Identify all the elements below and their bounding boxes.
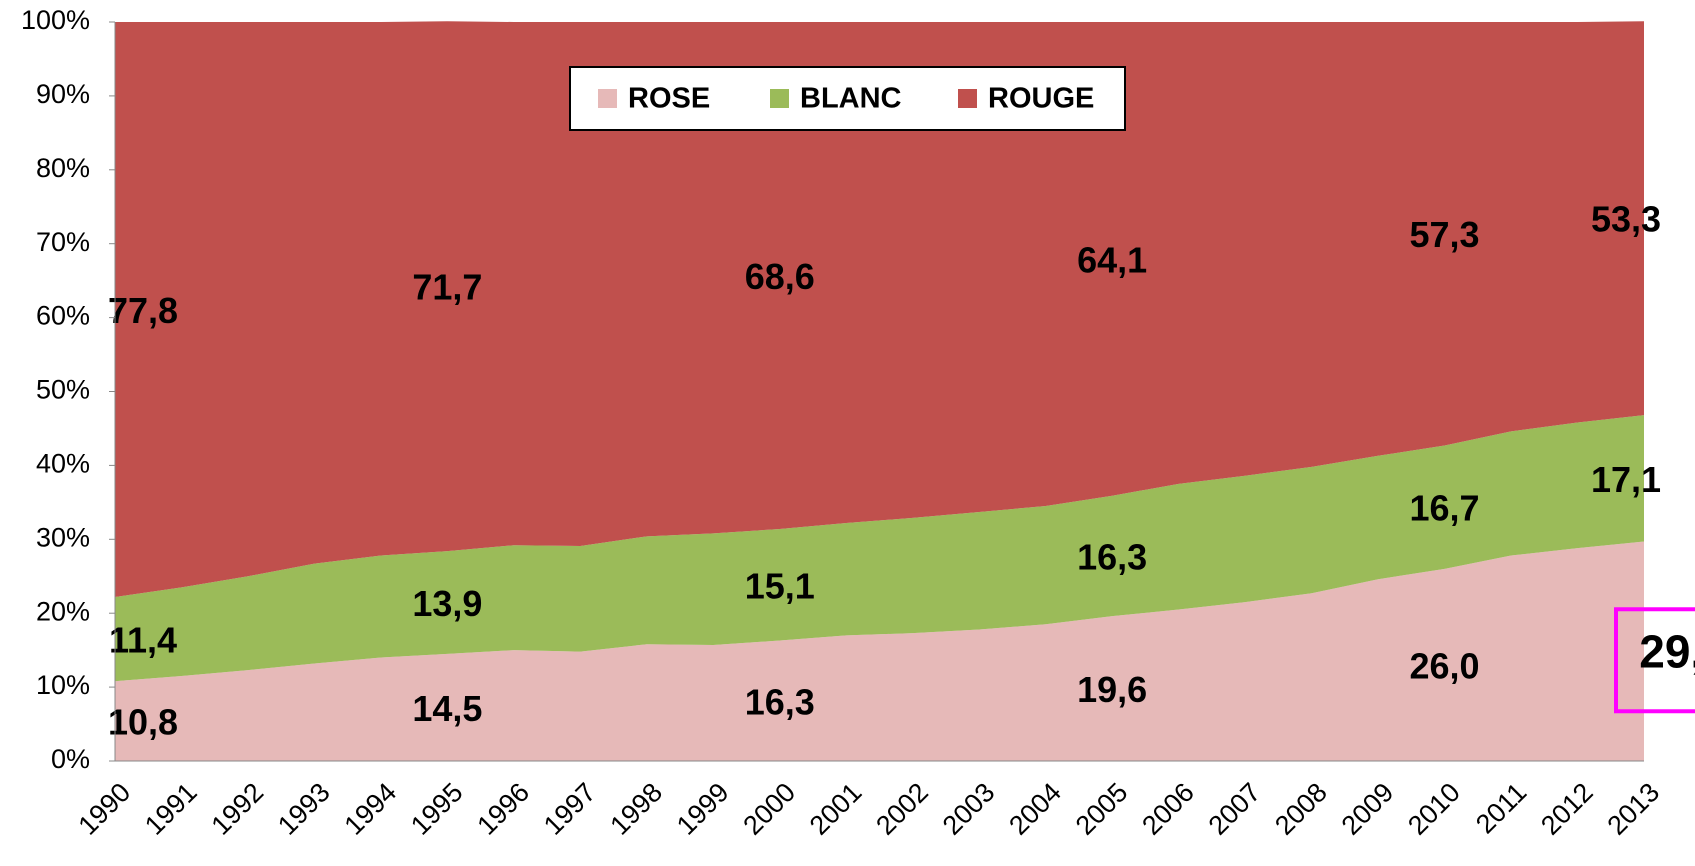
y-tick-label: 20%: [36, 596, 90, 626]
data-label: 16,3: [745, 681, 815, 722]
y-tick-label: 70%: [36, 227, 90, 257]
legend-label: ROUGE: [988, 83, 1094, 115]
y-tick-label: 100%: [21, 5, 90, 35]
x-tick-label: 2008: [1269, 777, 1333, 841]
data-label: 14,5: [412, 688, 482, 729]
x-tick-label: 2010: [1402, 777, 1466, 841]
areas: [115, 21, 1644, 761]
labels: 10,8 14,5 16,3 19,6 26,0 29,7 11,4 13,9 15,1 16,3…: [108, 199, 1695, 743]
x-tick-label: 1990: [73, 777, 137, 841]
y-tick-label: 30%: [36, 522, 90, 552]
y-tick-label: 40%: [36, 449, 90, 479]
data-label: 53,3: [1591, 199, 1661, 240]
x-tick-label: 2013: [1602, 777, 1666, 841]
area: [115, 21, 1644, 597]
highlight-box: [1614, 607, 1695, 714]
x-tick-label: 2003: [937, 777, 1001, 841]
x-tick-label: 2000: [737, 777, 801, 841]
data-label: 19,6: [1077, 669, 1147, 710]
y-tick-label: 10%: [36, 670, 90, 700]
data-label: 57,3: [1410, 214, 1480, 255]
y-tick-label: 90%: [36, 79, 90, 109]
data-label: 29,7: [1639, 625, 1695, 677]
x-tick-label: 1995: [405, 777, 469, 841]
y-tick-label: 60%: [36, 301, 90, 331]
legend-swatch: [598, 89, 617, 108]
x-tick-label: 2009: [1336, 777, 1400, 841]
x-tick-label: 1998: [604, 777, 668, 841]
data-label: 15,1: [745, 565, 815, 606]
data-label: 77,8: [108, 290, 178, 331]
x-tick-label: 2005: [1070, 777, 1134, 841]
data-label: 64,1: [1077, 239, 1147, 280]
x-tick-label: 1991: [139, 777, 203, 841]
x-tick-label: 1997: [538, 777, 602, 841]
legend-label: ROSE: [628, 83, 710, 115]
x-tick-label: 2011: [1470, 777, 1532, 839]
y-tick-label: 80%: [36, 153, 90, 183]
y-tick-label: 50%: [36, 375, 90, 405]
legend-swatch: [958, 89, 977, 108]
x-tick-label: 2004: [1003, 777, 1067, 841]
legend-swatch: [770, 89, 789, 108]
legend-label: BLANC: [800, 83, 902, 115]
x-tick-label: 1999: [671, 777, 735, 841]
x-tick-label: 1996: [471, 777, 535, 841]
x-tick-label: 1994: [338, 777, 402, 841]
data-label: 26,0: [1410, 645, 1480, 686]
x-tick-label: 2001: [804, 777, 868, 841]
x-tick-label: 2007: [1203, 777, 1267, 841]
data-label: 13,9: [412, 583, 482, 624]
x-tick-label: 1993: [272, 777, 336, 841]
y-tick-label: 0%: [51, 744, 90, 774]
x-tick-label: 1992: [206, 777, 270, 841]
legend-box: [569, 66, 1126, 131]
area: [115, 541, 1644, 761]
data-label: 71,7: [412, 267, 482, 308]
data-label: 16,3: [1077, 536, 1147, 577]
x-tick-label: 2006: [1136, 777, 1200, 841]
data-label: 10,8: [108, 702, 178, 743]
data-label: 17,1: [1591, 459, 1661, 500]
data-label: 68,6: [745, 256, 815, 297]
data-label: 11,4: [109, 620, 177, 661]
area: [115, 415, 1644, 682]
data-label: 16,7: [1410, 488, 1480, 529]
x-tick-label: 2002: [870, 777, 934, 841]
x-tick-label: 2012: [1535, 777, 1599, 841]
